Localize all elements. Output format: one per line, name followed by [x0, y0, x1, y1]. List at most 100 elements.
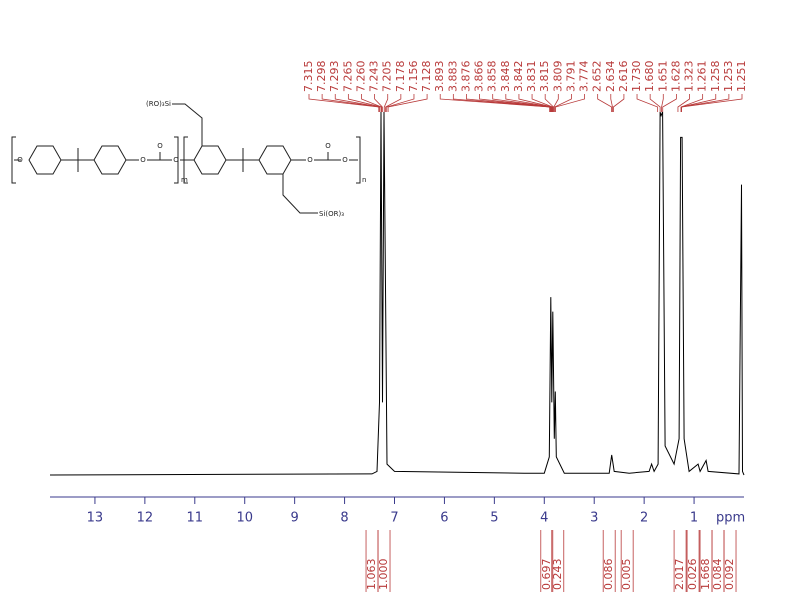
integral-label: 1.063 [365, 559, 378, 591]
peak-marker [636, 94, 659, 112]
repeat-label: m [181, 176, 188, 184]
peak-marker [518, 94, 553, 112]
integral-label: 0.005 [620, 559, 633, 591]
peak-label: 3.876 [459, 61, 472, 93]
x-axis-label: ppm [716, 511, 745, 526]
atom-label: O [325, 142, 331, 150]
x-tick-label: 6 [440, 511, 448, 526]
peak-marker [531, 94, 554, 112]
peak-marker [383, 94, 389, 112]
peak-marker [555, 94, 585, 112]
side-chains [172, 103, 318, 214]
brackets [11, 136, 361, 184]
x-tick-label: 8 [340, 511, 348, 526]
x-tick-label: 2 [640, 511, 648, 526]
peak-marker [681, 94, 730, 112]
bonds [14, 148, 358, 172]
peak-label: 7.260 [354, 61, 367, 93]
peak-label: 3.809 [551, 61, 564, 93]
peak-marker [681, 94, 743, 112]
x-tick-label: 5 [490, 511, 498, 526]
peak-label: 2.652 [591, 61, 604, 93]
x-tick-label: 11 [187, 511, 204, 526]
peak-label: 7.205 [381, 61, 394, 93]
x-tick-label: 13 [87, 511, 104, 526]
peak-label: 7.243 [368, 61, 381, 93]
peak-label: 3.831 [525, 61, 538, 93]
spectrum [49, 111, 745, 476]
peak-label: 3.815 [538, 61, 551, 93]
integral-label: 0.243 [551, 559, 564, 591]
peak-marker [374, 94, 383, 112]
peak-label: 7.156 [407, 61, 420, 93]
peak-label: 1.251 [735, 61, 748, 93]
peak-marker [385, 94, 402, 112]
peak-marker [610, 94, 613, 112]
peak-label: 3.774 [578, 61, 591, 93]
x-tick-label: 1 [690, 511, 698, 526]
peak-marker [439, 94, 551, 112]
peak-marker [554, 94, 572, 112]
x-tick-label: 10 [236, 511, 253, 526]
peak-label: 3.883 [446, 61, 459, 93]
peak-label: 1.323 [683, 61, 696, 93]
peak-label: 1.680 [643, 61, 656, 93]
peak-marker [387, 94, 428, 112]
peak-label: 3.866 [473, 61, 486, 93]
integral-label: 0.086 [602, 559, 615, 591]
integral-label: 0.026 [686, 559, 699, 591]
x-tick-label: 12 [137, 511, 154, 526]
peak-label: 2.616 [617, 61, 630, 93]
peak-marker [662, 94, 677, 112]
atom-label: O [157, 142, 163, 150]
peak-label: 7.265 [341, 61, 354, 93]
peak-label: 1.730 [630, 61, 643, 93]
atom-label: O [307, 156, 313, 164]
peak-label: 3.893 [433, 61, 446, 93]
peak-marker [308, 94, 380, 112]
ring [193, 145, 227, 175]
peak-marker [649, 94, 661, 112]
ring [258, 145, 292, 175]
peak-label: 7.293 [328, 61, 341, 93]
integral-label: 2.017 [673, 559, 686, 591]
peak-label: 3.848 [499, 61, 512, 93]
atom-label: O [140, 156, 146, 164]
x-tick-label: 3 [590, 511, 598, 526]
peak-marker [597, 94, 612, 112]
peak-label: 7.298 [315, 61, 328, 93]
peak-marker [466, 94, 551, 112]
peak-marker [386, 94, 415, 112]
peak-label: 3.858 [486, 61, 499, 93]
peak-label: 7.315 [302, 61, 315, 93]
peak-label: 3.842 [512, 61, 525, 93]
substituent-label: Si(OR)₃ [319, 210, 344, 218]
peak-label: 1.258 [709, 61, 722, 93]
x-tick-label: 9 [291, 511, 299, 526]
atom-label: O [342, 156, 348, 164]
ring [28, 145, 62, 175]
peak-marker [677, 94, 690, 112]
peak-label: 1.628 [669, 61, 682, 93]
peak-label: 1.261 [696, 61, 709, 93]
peak-marker [553, 94, 559, 112]
integral-label: 0.092 [723, 559, 736, 591]
peak-marker [661, 94, 664, 112]
peak-marker [612, 94, 625, 112]
integral-label: 1.668 [699, 559, 712, 591]
atom-label: O [17, 156, 23, 164]
peak-label: 1.651 [656, 61, 669, 93]
peak-label: 1.253 [722, 61, 735, 93]
integral-label: 0.084 [711, 559, 724, 591]
atom-label: O [173, 156, 179, 164]
structure: O O O O O O O (RO)₃Si Si(OR)₃ m n [11, 100, 366, 218]
peak-label: 7.178 [394, 61, 407, 93]
peak-label: 7.128 [420, 61, 433, 93]
x-tick-label: 7 [390, 511, 398, 526]
ring [93, 145, 127, 175]
integral-label: 0.697 [540, 559, 553, 591]
x-tick-label: 4 [540, 511, 548, 526]
peak-marker [334, 94, 381, 112]
peak-marker [492, 94, 552, 112]
